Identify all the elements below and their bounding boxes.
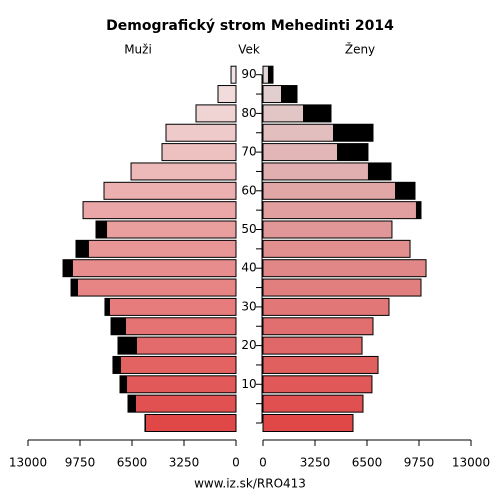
bar — [119, 375, 237, 394]
bar — [165, 123, 237, 142]
bar — [82, 201, 237, 220]
bar — [262, 278, 422, 297]
y-tick-label: 80 — [241, 106, 256, 120]
bar — [70, 278, 237, 297]
surplus — [104, 298, 110, 316]
bar — [262, 414, 354, 432]
y-tick-label: 20 — [241, 338, 256, 352]
surplus — [337, 143, 368, 161]
y-tick-label: 40 — [241, 261, 256, 275]
bar — [262, 355, 379, 374]
surplus — [144, 414, 146, 432]
bar — [104, 297, 237, 316]
bar — [62, 259, 237, 278]
y-tick-label: 10 — [241, 377, 256, 391]
surplus — [128, 395, 136, 413]
x-tick-label: 3250 — [169, 456, 200, 470]
bar — [103, 181, 237, 200]
bar — [262, 317, 374, 336]
bar — [262, 297, 390, 316]
y-tick-label: 70 — [241, 145, 256, 159]
x-tick-label: 13000 — [9, 456, 47, 470]
x-tick-label: 9750 — [65, 456, 96, 470]
surplus — [112, 356, 121, 374]
bar — [110, 317, 237, 336]
bar — [262, 394, 364, 413]
bar — [262, 336, 363, 355]
bar — [75, 239, 237, 258]
x-tick-label: 6500 — [117, 456, 148, 470]
bar — [262, 181, 416, 200]
bar — [112, 355, 237, 374]
left-label: Muži — [124, 43, 152, 57]
bar — [262, 201, 422, 220]
bar — [144, 414, 237, 432]
bar — [230, 65, 237, 84]
bar — [262, 220, 393, 239]
bar — [130, 162, 237, 181]
right-label: Ženy — [345, 42, 375, 57]
y-tick-label: 50 — [241, 222, 256, 236]
x-tick-label: 13000 — [452, 456, 490, 470]
x-tick-label: 3250 — [300, 456, 331, 470]
surplus — [281, 85, 297, 103]
x-tick-label: 0 — [232, 456, 240, 470]
surplus — [96, 221, 108, 238]
x-tick-label: 6500 — [352, 456, 383, 470]
source: www.iz.sk/RRO413 — [194, 477, 306, 491]
surplus — [395, 182, 415, 200]
surplus — [111, 317, 126, 335]
surplus — [76, 240, 89, 258]
bar — [262, 259, 427, 278]
bar — [195, 104, 237, 123]
surplus — [333, 124, 373, 142]
bar — [95, 220, 237, 239]
surplus — [415, 201, 421, 219]
y-tick-label: 60 — [241, 183, 256, 197]
y-tick-label: 30 — [241, 299, 256, 313]
bar — [262, 239, 411, 258]
bar — [127, 394, 237, 413]
bar — [217, 85, 237, 104]
surplus — [303, 104, 331, 122]
surplus — [267, 66, 273, 84]
surplus — [118, 337, 137, 355]
surplus — [63, 259, 73, 277]
bar — [262, 375, 373, 394]
x-tick-label: 9750 — [404, 456, 435, 470]
chart-title: Demografický strom Mehedinti 2014 — [106, 18, 394, 34]
y-axis-label: Vek — [238, 43, 260, 57]
x-tick-label: 0 — [259, 456, 267, 470]
surplus — [120, 375, 128, 393]
bar — [161, 143, 237, 162]
surplus — [367, 162, 391, 180]
y-tick-label: 90 — [241, 67, 256, 81]
surplus — [71, 279, 78, 297]
